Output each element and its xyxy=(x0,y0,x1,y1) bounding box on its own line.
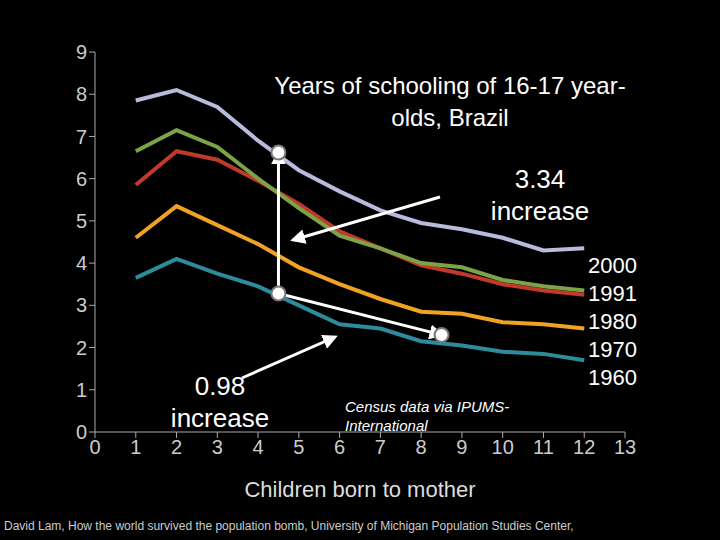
html-text:1980: 1980 xyxy=(588,309,637,334)
svg-text:3: 3 xyxy=(212,436,223,458)
html-text:David Lam, How the world survi: David Lam, How the world survived the po… xyxy=(4,519,574,533)
svg-text:4: 4 xyxy=(253,436,264,458)
svg-text:4: 4 xyxy=(76,252,87,274)
html-text:1991: 1991 xyxy=(588,281,637,306)
svg-text:7: 7 xyxy=(76,126,87,148)
html-text:Years of schooling of 16-17 ye: Years of schooling of 16-17 year-olds, B… xyxy=(274,72,626,131)
html-text:2000: 2000 xyxy=(588,253,637,278)
svg-text:Children born to mother: Children born to mother xyxy=(244,477,475,502)
svg-text:1: 1 xyxy=(130,436,141,458)
svg-text:0: 0 xyxy=(76,421,87,443)
svg-text:9: 9 xyxy=(456,436,467,458)
svg-text:5: 5 xyxy=(76,210,87,232)
svg-text:5: 5 xyxy=(293,436,304,458)
svg-text:1: 1 xyxy=(76,379,87,401)
svg-text:0: 0 xyxy=(89,436,100,458)
svg-text:7: 7 xyxy=(375,436,386,458)
svg-text:13: 13 xyxy=(614,436,636,458)
html-text:Census data via IPUMS-Internat: Census data via IPUMS-International xyxy=(345,398,510,434)
svg-text:3: 3 xyxy=(76,294,87,316)
html-text:1960: 1960 xyxy=(588,365,637,390)
svg-text:12: 12 xyxy=(573,436,595,458)
html-text:1970: 1970 xyxy=(588,337,637,362)
svg-text:6: 6 xyxy=(76,168,87,190)
svg-text:10: 10 xyxy=(492,436,514,458)
svg-text:11: 11 xyxy=(533,436,554,458)
svg-text:9: 9 xyxy=(76,41,87,63)
svg-text:2: 2 xyxy=(171,436,182,458)
svg-text:6: 6 xyxy=(334,436,345,458)
html-text:3.34 increase: 3.34 increase xyxy=(490,164,590,226)
svg-text:8: 8 xyxy=(76,83,87,105)
html-text:0.98 increase: 0.98 increase xyxy=(170,371,270,433)
svg-text:8: 8 xyxy=(416,436,427,458)
svg-text:2: 2 xyxy=(76,337,87,359)
